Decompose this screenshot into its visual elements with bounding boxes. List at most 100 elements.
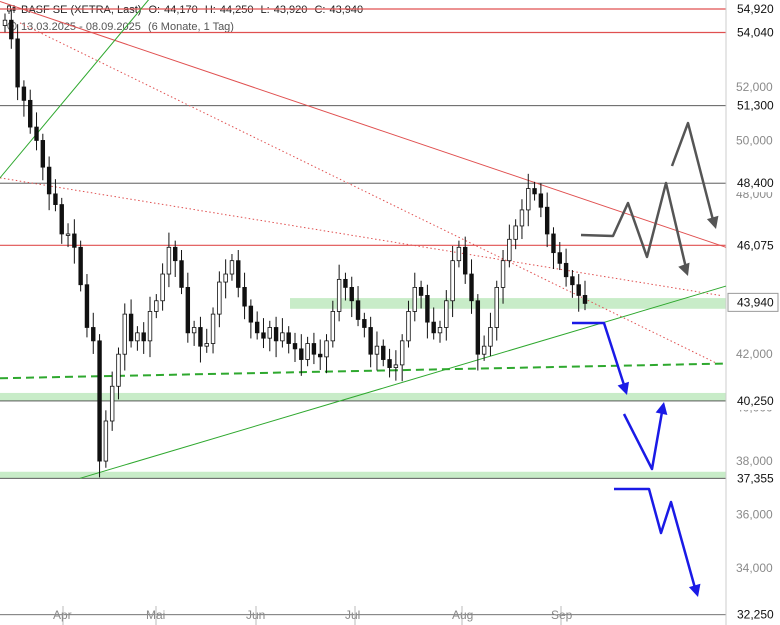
candle-body [59,204,64,235]
level-label: 40,250 [737,394,774,408]
candle-body [273,327,279,342]
candle-body [166,246,172,275]
candle-body [72,233,77,248]
candle-body [179,260,184,288]
candle-body [582,295,588,304]
candle-body [141,332,146,342]
level-label-box [728,391,778,410]
candle-body [154,300,159,312]
low-value: 43,920 [273,4,308,16]
candle-body [286,332,291,344]
candle-body [336,278,342,312]
arrow-head [688,583,701,597]
candle-body [248,305,254,323]
arrow-head [655,402,668,415]
candle-body [387,359,392,368]
scenario-path-up [670,121,715,221]
candle-body [544,206,550,235]
y-tick-label: 42,000 [736,347,773,361]
candle-body [444,300,449,328]
candle-body [210,313,216,344]
candle-body [425,295,430,323]
scenario-path-down [572,321,626,386]
level-label: 32,250 [737,608,774,622]
close-value: 43,940 [329,4,364,16]
candle-body [191,327,197,334]
candle-body [362,319,367,328]
candle-body [368,327,373,355]
candle-body [292,343,298,350]
candle-body [236,260,241,288]
candle-body [46,166,52,195]
candle-body [223,273,228,283]
candle-body [311,343,317,355]
level-label-box [728,96,778,115]
candle-body [349,286,354,302]
candle-body [532,188,537,195]
candle-body [198,327,203,347]
scenario-path-up [580,181,688,269]
high-value: 44,250 [219,4,254,16]
arrow-head [706,215,719,229]
candle-body [34,126,39,141]
support-zone [0,471,726,479]
candle-body [355,300,361,320]
downtrend-line [0,1,727,248]
candle-body [557,252,562,264]
candle-body [2,19,8,26]
x-tick-label: Jun [246,608,265,622]
candle-body [330,311,336,342]
level-label-box [728,469,778,488]
candle-body [160,273,165,302]
chart-range: 13.03.2025 - 08.09.2025 (6 Monate, 1 Tag… [7,21,238,33]
candle-body [305,343,310,360]
candle-body [324,340,329,358]
candle-body [399,340,405,366]
candle-body [563,262,569,278]
level-label-box [728,605,778,624]
candle-body [469,273,474,302]
candle-body [374,345,380,355]
dotted-trend-line [19,22,721,366]
candle-body [28,99,33,128]
candle-body [9,19,14,40]
period: (6 Monate, 1 Tag) [147,21,234,33]
y-tick-label: 52,000 [736,80,773,94]
y-tick-label: 34,000 [736,561,773,575]
high-label: H: [204,4,216,16]
level-label: 37,355 [737,471,774,485]
scenario-path-down [622,411,664,471]
candle-body [481,345,487,355]
candle-body [393,364,399,368]
candle-body [185,286,191,334]
level-label: 51,300 [737,99,774,113]
candle-body [128,313,134,342]
candle-body [475,300,481,355]
scenario-path-down [614,487,697,589]
candle-body [488,327,493,347]
candle-body [261,332,266,339]
candle-body [21,86,27,101]
candle-body [431,321,436,334]
candle-body [381,345,386,360]
candle-body [65,233,71,236]
level-label-box [727,292,779,312]
y-tick-label: 38,000 [736,454,773,468]
candle-body [418,286,424,296]
candle-body [109,385,115,422]
candle-body [318,353,323,358]
level-label-box [728,236,778,255]
candle-body [116,353,121,387]
candle-body [551,233,556,254]
candle-body [53,193,58,205]
candle-body [299,348,304,360]
candle-body [204,343,209,347]
close-label: C: [314,4,326,16]
candle-body [570,276,575,286]
candle-body [526,188,531,211]
level-label: 48,400 [737,176,774,190]
candle-body [147,311,153,342]
open-label: O: [148,4,161,16]
level-label-box [728,23,778,42]
